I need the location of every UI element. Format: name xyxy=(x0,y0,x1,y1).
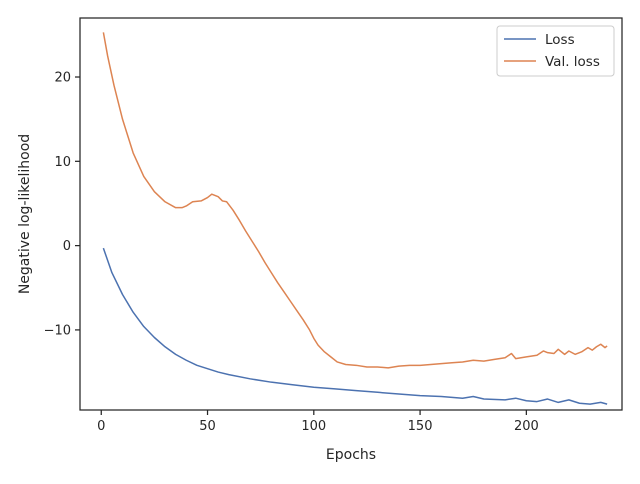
legend-label-loss: Loss xyxy=(545,32,575,48)
axes-frame xyxy=(79,17,623,411)
legend: Loss Val. loss xyxy=(496,25,615,77)
x-axis-label: Epochs xyxy=(326,447,376,463)
x-tick-label: 200 xyxy=(514,419,539,434)
series-lines xyxy=(102,32,608,405)
y-axis: −10 0 10 20 xyxy=(44,71,80,338)
y-tick-label: −10 xyxy=(44,323,71,338)
x-tick-label: 0 xyxy=(97,419,105,434)
x-tick-label: 150 xyxy=(408,419,433,434)
y-tick-label: 20 xyxy=(54,71,71,86)
legend-label-val-loss: Val. loss xyxy=(545,54,600,70)
series-line-loss xyxy=(102,247,608,405)
plot-area xyxy=(79,17,623,411)
y-tick-label: 10 xyxy=(54,155,71,170)
y-tick-label: 0 xyxy=(63,239,71,254)
series-line-val-loss xyxy=(102,32,608,369)
y-axis-label: Negative log-likelihood xyxy=(17,134,33,294)
x-axis: 0 50 100 150 200 xyxy=(97,410,539,434)
x-tick-label: 50 xyxy=(199,419,216,434)
x-tick-label: 100 xyxy=(301,419,326,434)
